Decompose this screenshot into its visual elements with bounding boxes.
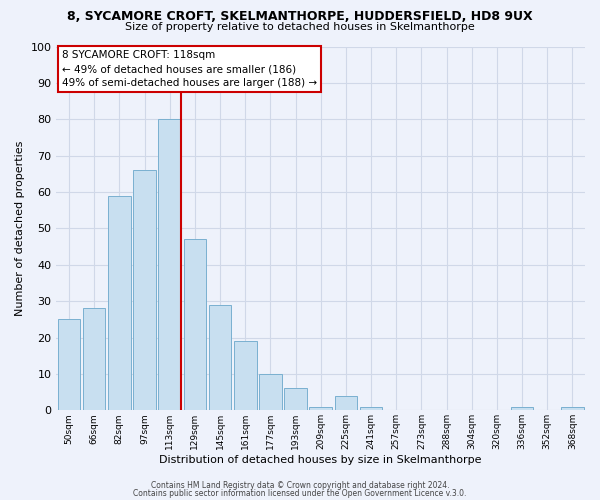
Bar: [133, 170, 156, 410]
Bar: [58, 320, 80, 410]
Bar: [310, 406, 332, 410]
Bar: [511, 406, 533, 410]
Text: Size of property relative to detached houses in Skelmanthorpe: Size of property relative to detached ho…: [125, 22, 475, 32]
Bar: [158, 120, 181, 410]
Text: 8 SYCAMORE CROFT: 118sqm
← 49% of detached houses are smaller (186)
49% of semi-: 8 SYCAMORE CROFT: 118sqm ← 49% of detach…: [62, 50, 317, 88]
Bar: [284, 388, 307, 410]
Bar: [108, 196, 131, 410]
Bar: [184, 240, 206, 410]
Text: Contains public sector information licensed under the Open Government Licence v.: Contains public sector information licen…: [133, 488, 467, 498]
Text: Contains HM Land Registry data © Crown copyright and database right 2024.: Contains HM Land Registry data © Crown c…: [151, 481, 449, 490]
Bar: [209, 305, 232, 410]
Y-axis label: Number of detached properties: Number of detached properties: [15, 140, 25, 316]
Text: 8, SYCAMORE CROFT, SKELMANTHORPE, HUDDERSFIELD, HD8 9UX: 8, SYCAMORE CROFT, SKELMANTHORPE, HUDDER…: [67, 10, 533, 23]
Bar: [83, 308, 106, 410]
X-axis label: Distribution of detached houses by size in Skelmanthorpe: Distribution of detached houses by size …: [160, 455, 482, 465]
Bar: [234, 341, 257, 410]
Bar: [360, 406, 382, 410]
Bar: [335, 396, 357, 410]
Bar: [259, 374, 281, 410]
Bar: [561, 406, 584, 410]
